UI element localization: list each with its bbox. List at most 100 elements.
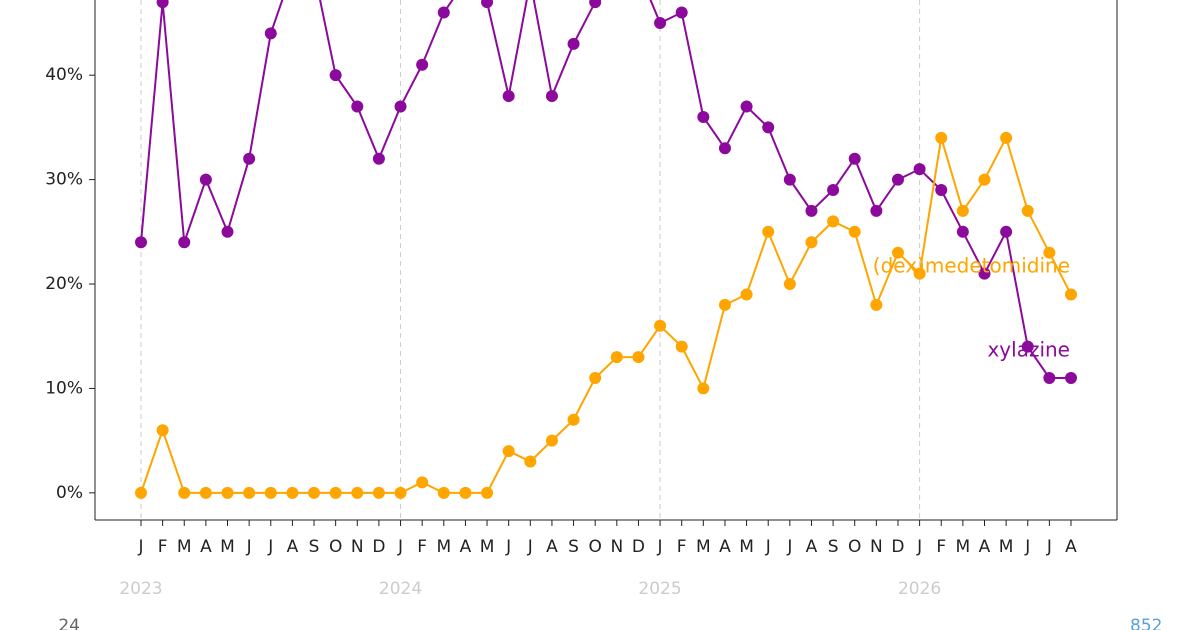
point bbox=[524, 455, 537, 468]
point bbox=[1021, 340, 1034, 353]
point bbox=[589, 371, 602, 384]
x-tick-label: S bbox=[828, 537, 839, 557]
x-tick-label: M bbox=[220, 537, 235, 557]
point bbox=[437, 6, 450, 19]
x-tick-label: F bbox=[417, 537, 427, 557]
x-tick-label: A bbox=[287, 537, 299, 557]
series-label: xylazine bbox=[987, 338, 1070, 362]
point bbox=[502, 90, 515, 103]
point bbox=[610, 351, 623, 364]
partial-tick: 852 bbox=[1130, 616, 1162, 630]
point bbox=[827, 184, 840, 197]
series-line bbox=[140, 0, 1071, 379]
point bbox=[718, 298, 731, 311]
point bbox=[1043, 246, 1056, 259]
point bbox=[394, 486, 407, 499]
y-tick-label: 40% bbox=[45, 65, 83, 85]
year-label: 2024 bbox=[379, 579, 422, 599]
x-tick-label: J bbox=[505, 537, 511, 557]
point bbox=[675, 340, 688, 353]
point bbox=[1000, 225, 1013, 238]
point bbox=[178, 236, 191, 249]
x-tick-label: O bbox=[588, 537, 601, 557]
point bbox=[437, 486, 450, 499]
x-tick-label: O bbox=[329, 537, 342, 557]
x-tick-label: A bbox=[546, 537, 558, 557]
year-label: 2026 bbox=[898, 579, 941, 599]
point bbox=[1065, 288, 1077, 301]
point bbox=[264, 486, 277, 499]
x-tick-label: A bbox=[979, 537, 991, 557]
point bbox=[545, 434, 558, 447]
point bbox=[827, 215, 840, 228]
x-tick-label: J bbox=[1024, 537, 1030, 557]
point bbox=[156, 424, 169, 437]
point bbox=[935, 131, 948, 144]
point bbox=[783, 278, 796, 291]
point bbox=[935, 184, 948, 197]
y-tick-label: 10% bbox=[45, 378, 83, 398]
point bbox=[567, 37, 580, 50]
point bbox=[243, 486, 256, 499]
point bbox=[891, 173, 904, 186]
point bbox=[956, 225, 969, 238]
x-tick-label: N bbox=[351, 537, 364, 557]
point bbox=[805, 204, 818, 217]
point bbox=[481, 0, 494, 9]
x-tick-label: J bbox=[527, 537, 533, 557]
point bbox=[351, 486, 364, 499]
x-tick-label: M bbox=[480, 537, 495, 557]
x-tick-label: D bbox=[632, 537, 645, 557]
point bbox=[697, 382, 710, 395]
partial-tick: 24 bbox=[58, 616, 80, 630]
point bbox=[870, 204, 883, 217]
x-tick-label: J bbox=[397, 537, 403, 557]
x-tick-label: D bbox=[372, 537, 385, 557]
y-tick-label: 0% bbox=[56, 483, 83, 503]
x-tick-label: M bbox=[956, 537, 971, 557]
point bbox=[416, 58, 429, 71]
point bbox=[1000, 131, 1013, 144]
point bbox=[372, 486, 385, 499]
point bbox=[545, 90, 558, 103]
point bbox=[740, 288, 753, 301]
x-tick-label: M bbox=[696, 537, 711, 557]
point bbox=[848, 225, 861, 238]
point bbox=[567, 413, 580, 426]
x-tick-label: M bbox=[177, 537, 192, 557]
x-tick-label: J bbox=[765, 537, 771, 557]
point bbox=[589, 0, 602, 9]
x-tick-label: F bbox=[677, 537, 687, 557]
point bbox=[178, 486, 191, 499]
series-line bbox=[140, 135, 1072, 494]
point bbox=[848, 152, 861, 165]
point bbox=[199, 486, 212, 499]
x-tick-label: A bbox=[806, 537, 818, 557]
point bbox=[632, 351, 645, 364]
point bbox=[156, 0, 169, 9]
point bbox=[978, 173, 991, 186]
point bbox=[956, 204, 969, 217]
point bbox=[675, 6, 688, 19]
x-tick-label: J bbox=[267, 537, 273, 557]
point bbox=[221, 225, 234, 238]
x-tick-label: M bbox=[436, 537, 451, 557]
point bbox=[654, 319, 667, 332]
point bbox=[135, 236, 147, 249]
x-tick-label: N bbox=[610, 537, 623, 557]
point bbox=[502, 445, 515, 458]
x-tick-label: J bbox=[657, 537, 663, 557]
point bbox=[329, 486, 342, 499]
point bbox=[762, 121, 775, 134]
point bbox=[1021, 204, 1034, 217]
point bbox=[351, 100, 364, 113]
point bbox=[654, 16, 667, 29]
y-tick-label: 30% bbox=[45, 170, 83, 190]
point bbox=[481, 486, 494, 499]
x-tick-label: A bbox=[1065, 537, 1077, 557]
point bbox=[308, 486, 321, 499]
x-tick-label: S bbox=[309, 537, 320, 557]
point bbox=[913, 267, 926, 280]
x-tick-label: A bbox=[719, 537, 731, 557]
